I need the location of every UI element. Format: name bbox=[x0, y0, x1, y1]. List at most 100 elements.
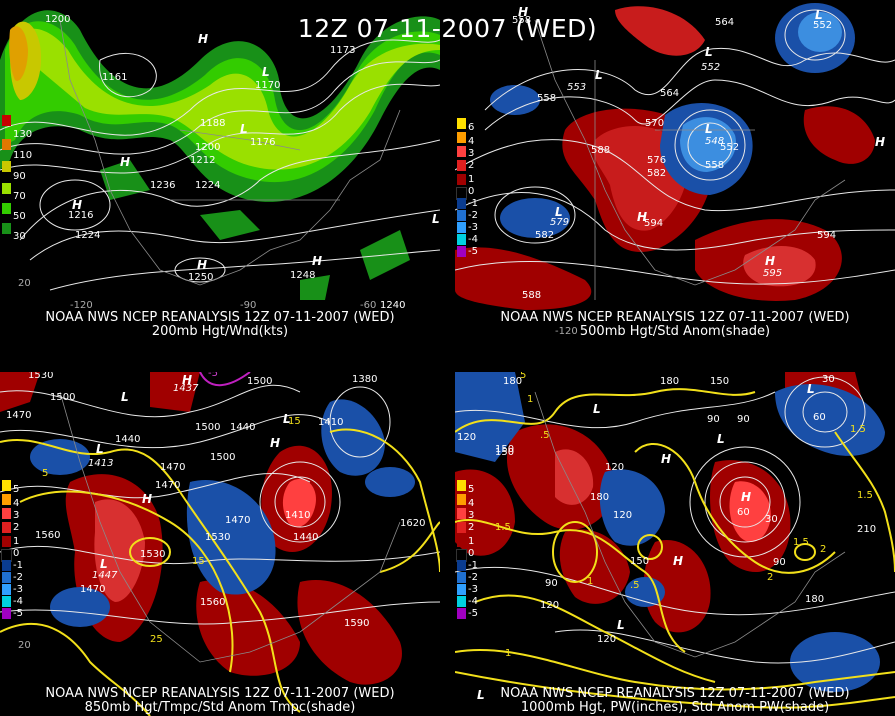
height-label: 1620 bbox=[400, 518, 426, 529]
height-label: 1560 bbox=[200, 597, 226, 608]
legend-label: 1 bbox=[13, 536, 20, 547]
high-pressure-marker: H bbox=[142, 492, 153, 506]
legend-label: -1 bbox=[468, 560, 478, 571]
legend-swatch bbox=[457, 560, 466, 571]
height-label: 588 bbox=[522, 290, 542, 301]
height-label: 1530 bbox=[205, 532, 231, 543]
height-label: 60 bbox=[737, 507, 750, 518]
high-pressure-marker: H bbox=[741, 490, 752, 504]
height-label: 1500 bbox=[210, 452, 236, 463]
map-500mb bbox=[455, 3, 895, 310]
height-label: 150 bbox=[630, 556, 650, 567]
high-pressure-marker: H bbox=[312, 254, 323, 268]
latitude-label: 20 bbox=[18, 278, 31, 289]
legend-label: 4 bbox=[468, 498, 475, 509]
height-label: 150 bbox=[495, 444, 515, 455]
legend-swatch bbox=[2, 536, 11, 547]
high-pressure-marker: H bbox=[182, 373, 193, 387]
low-pressure-marker: L bbox=[555, 205, 563, 219]
high-pressure-marker: H bbox=[270, 436, 281, 450]
legend-label: -4 bbox=[13, 596, 23, 607]
height-label: 564 bbox=[660, 88, 680, 99]
legend-swatch bbox=[2, 494, 11, 505]
legend-label: 2 bbox=[13, 522, 20, 533]
precipitable-water-label: 1.5 bbox=[495, 522, 511, 533]
legend-swatch bbox=[457, 174, 466, 185]
height-label: 1380 bbox=[352, 374, 378, 385]
panel-caption-source: NOAA NWS NCEP REANALYSIS 12Z 07-11-2007 … bbox=[45, 686, 395, 701]
height-label: 576 bbox=[647, 155, 667, 166]
height-label: 558 bbox=[537, 93, 557, 104]
legend-wind: 130 110 90 70 50 30 bbox=[2, 115, 33, 255]
precipitable-water-label: 1.5 bbox=[793, 537, 809, 548]
legend-swatch bbox=[457, 536, 466, 547]
legend-swatch bbox=[456, 549, 467, 562]
low-pressure-marker: L bbox=[705, 122, 713, 136]
low-pressure-marker: L bbox=[705, 45, 713, 59]
precipitable-water-label: 1.5 bbox=[850, 424, 866, 435]
precipitable-water-label: 1 bbox=[587, 576, 594, 587]
low-pressure-marker: L bbox=[593, 402, 601, 416]
height-label: 1437 bbox=[173, 383, 199, 394]
legend-swatch bbox=[457, 234, 466, 245]
height-label: 120 bbox=[457, 432, 477, 443]
panel-500mb: 6 4 3 2 1 0 -1 -2 -3 -4 -5 558 564 570 5… bbox=[455, 0, 895, 340]
height-label: 1447 bbox=[92, 570, 118, 581]
height-label: 1173 bbox=[330, 45, 356, 56]
height-label: 1440 bbox=[115, 434, 141, 445]
longitude-label: -90 bbox=[240, 300, 257, 311]
height-label: 594 bbox=[644, 218, 664, 229]
low-pressure-marker: L bbox=[262, 65, 270, 79]
height-label: 1470 bbox=[225, 515, 251, 526]
precipitable-water-label: 1 bbox=[505, 648, 512, 659]
panel-850mb: 5 4 3 2 1 0 -1 -2 -3 -4 -5 1530 1500 147… bbox=[0, 372, 440, 716]
height-label: 1470 bbox=[80, 584, 106, 595]
legend-label: 90 bbox=[13, 171, 26, 182]
legend-label: 110 bbox=[13, 150, 33, 161]
height-label: 150 bbox=[495, 447, 515, 458]
legend-label: -1 bbox=[13, 560, 23, 571]
height-label: 1440 bbox=[230, 422, 256, 433]
high-pressure-marker: H bbox=[875, 135, 886, 149]
height-label: 1530 bbox=[28, 372, 54, 381]
legend-label: 30 bbox=[13, 231, 26, 242]
height-label: 210 bbox=[857, 524, 877, 535]
legend-label: 70 bbox=[13, 191, 26, 202]
height-label: 1200 bbox=[45, 14, 71, 25]
map-1000mb bbox=[455, 372, 895, 709]
legend-label: -5 bbox=[468, 246, 478, 257]
height-label: 1470 bbox=[155, 480, 181, 491]
legend-swatch bbox=[2, 572, 11, 583]
legend-swatch bbox=[2, 608, 11, 619]
height-label: 1530 bbox=[140, 549, 166, 560]
longitude-label: -120 bbox=[555, 326, 578, 337]
height-label: 1176 bbox=[250, 137, 276, 148]
legend-swatch bbox=[456, 187, 467, 200]
high-pressure-marker: H bbox=[120, 155, 131, 169]
panel-caption-field: 200mb Hgt/Wnd(kts) bbox=[151, 324, 289, 339]
temperature-label: 15 bbox=[288, 416, 301, 427]
height-label: 582 bbox=[535, 230, 555, 241]
height-label: 1410 bbox=[285, 510, 311, 521]
legend-swatch bbox=[457, 508, 466, 519]
legend-swatch bbox=[457, 246, 466, 257]
legend-swatch bbox=[2, 223, 11, 234]
precipitable-water-label: .5 bbox=[630, 580, 640, 591]
high-pressure-marker: H bbox=[518, 5, 529, 19]
height-label: 582 bbox=[647, 168, 667, 179]
high-pressure-marker: H bbox=[198, 32, 209, 46]
temperature-label: 15 bbox=[192, 556, 205, 567]
legend-swatch bbox=[2, 522, 11, 533]
temperature-label: 5 bbox=[42, 468, 49, 479]
height-label: 1410 bbox=[318, 417, 344, 428]
height-label: 1590 bbox=[344, 618, 370, 629]
panel-caption-source: NOAA NWS NCEP REANALYSIS 12Z 07-11-2007 … bbox=[500, 310, 850, 325]
height-label: 90 bbox=[773, 557, 786, 568]
legend-label: -5 bbox=[13, 608, 23, 619]
high-pressure-marker: H bbox=[765, 254, 776, 268]
height-label: 90 bbox=[545, 578, 558, 589]
height-label: 552 bbox=[720, 142, 740, 153]
height-label: 180 bbox=[590, 492, 610, 503]
legend-label: 3 bbox=[13, 510, 20, 521]
height-label: 1236 bbox=[150, 180, 176, 191]
